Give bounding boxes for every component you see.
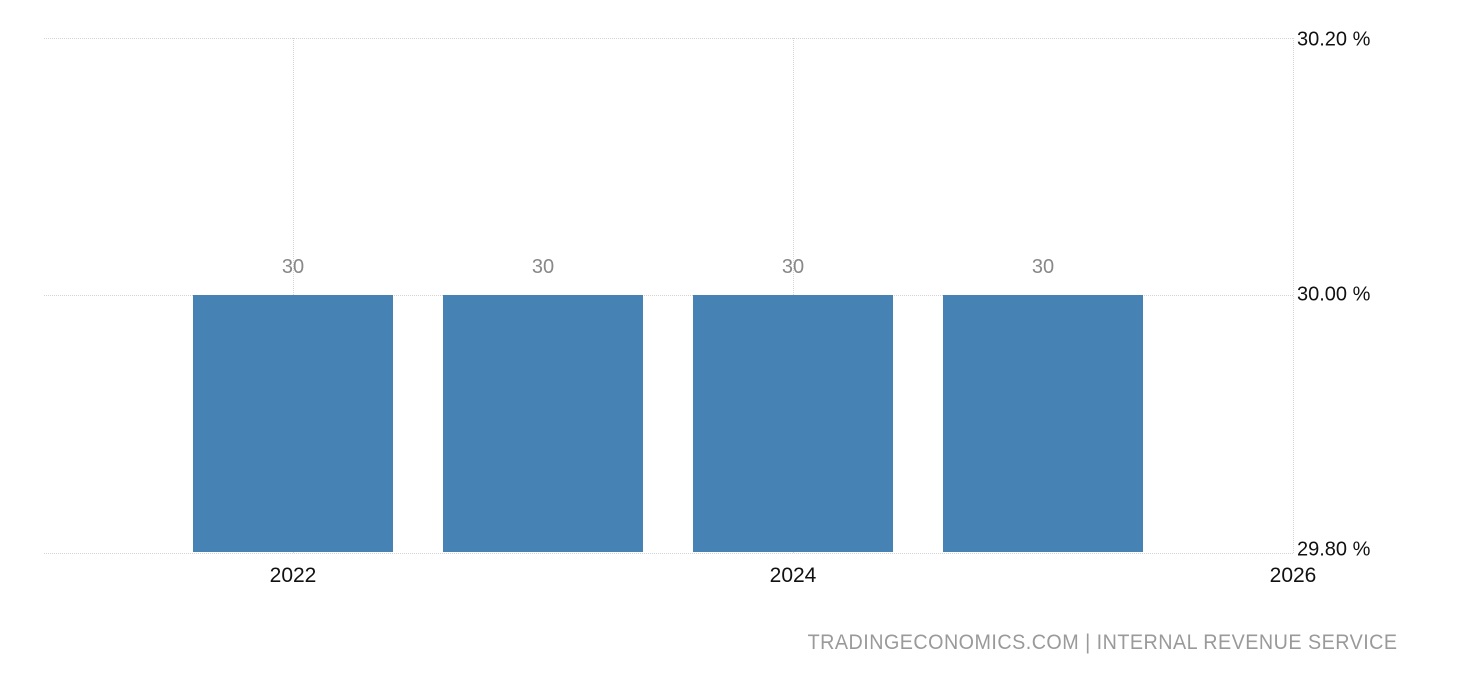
y-axis-label-bottom: 29.80 % <box>1297 538 1371 561</box>
gridline-y-30-00 <box>44 295 1293 296</box>
attribution-text: TRADINGECONOMICS.COM | INTERNAL REVENUE … <box>808 631 1398 654</box>
bar-2023[interactable] <box>443 295 643 552</box>
bar-value-label-2024: 30 <box>781 256 805 278</box>
bar-value-label-2022: 30 <box>281 256 305 278</box>
bar-value-label-2023: 30 <box>531 256 555 278</box>
gridline-x-2026 <box>1293 38 1294 553</box>
bar-2022[interactable] <box>193 295 393 552</box>
x-axis-label-2022: 2022 <box>269 564 317 587</box>
bar-value-label-2025: 30 <box>1031 256 1055 278</box>
x-axis-label-2026: 2026 <box>1269 564 1317 587</box>
x-axis-label-2024: 2024 <box>769 564 817 587</box>
bar-2025[interactable] <box>943 295 1143 552</box>
y-axis-label-top: 30.20 % <box>1297 28 1371 51</box>
gridline-y-30-20 <box>44 38 1293 39</box>
gridline-y-29-80-baseline <box>44 553 1293 554</box>
bar-2024[interactable] <box>693 295 893 552</box>
y-axis-label-middle: 30.00 % <box>1297 283 1371 306</box>
